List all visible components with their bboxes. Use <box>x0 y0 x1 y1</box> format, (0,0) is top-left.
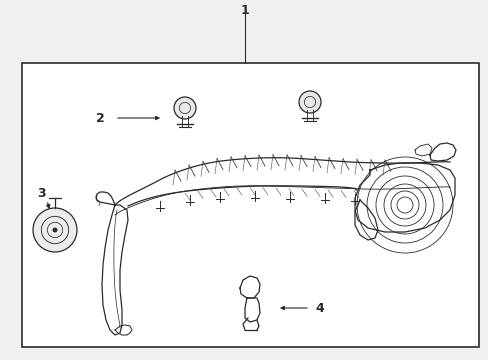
Circle shape <box>33 208 77 252</box>
Polygon shape <box>115 325 132 335</box>
Circle shape <box>298 91 320 113</box>
Polygon shape <box>354 200 377 240</box>
Text: 3: 3 <box>38 186 46 199</box>
Circle shape <box>53 228 57 232</box>
Polygon shape <box>96 192 115 205</box>
Circle shape <box>174 97 196 119</box>
Polygon shape <box>429 143 455 161</box>
Text: 4: 4 <box>315 302 324 315</box>
Polygon shape <box>244 298 260 322</box>
Polygon shape <box>240 276 260 298</box>
Polygon shape <box>102 205 128 335</box>
Polygon shape <box>414 144 431 156</box>
Bar <box>22 63 478 347</box>
Polygon shape <box>354 163 454 232</box>
Text: 2: 2 <box>96 112 104 125</box>
Text: 1: 1 <box>240 4 249 17</box>
